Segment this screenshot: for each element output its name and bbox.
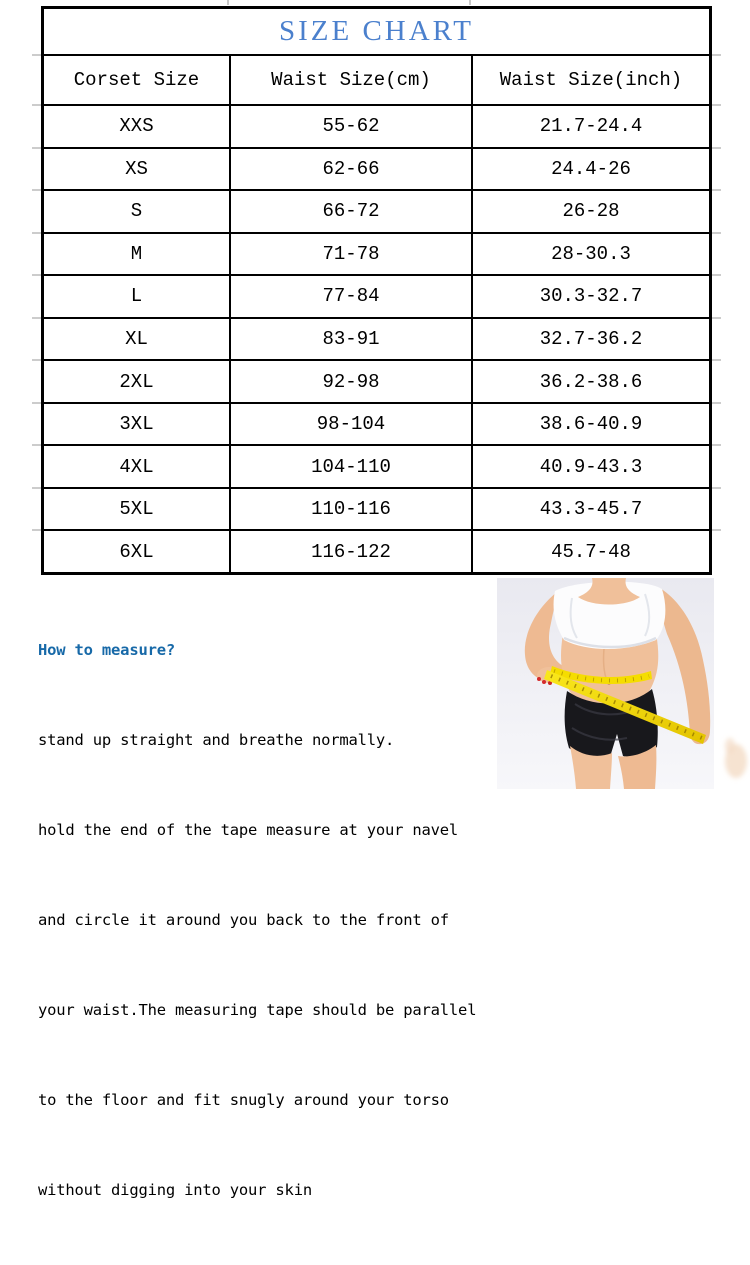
size-chart-table: SIZE CHART Corset Size Waist Size(cm) Wa… bbox=[32, 6, 721, 575]
table-row-4xl: 4XL 104-110 40.9-43.3 bbox=[32, 444, 721, 487]
column-header-waist-inch: Waist Size(inch) bbox=[471, 56, 709, 104]
cell-waist-cm: 62-66 bbox=[229, 148, 471, 190]
cell-corset-size: S bbox=[130, 200, 143, 223]
column-header-waist-cm: Waist Size(cm) bbox=[229, 56, 471, 104]
measure-instructions: How to measure? stand up straight and br… bbox=[38, 575, 498, 1265]
table-row-xl: XL 83-91 32.7-36.2 bbox=[32, 316, 721, 360]
table-row-xs: XS 62-66 24.4-26 bbox=[32, 146, 721, 190]
cell-waist-inch: 45.7-48 bbox=[471, 531, 709, 573]
right-arm bbox=[655, 588, 711, 745]
cell-waist-inch: 36.2-38.6 bbox=[471, 361, 709, 402]
tank-fold-shadow bbox=[569, 593, 651, 639]
table-header-row: Corset Size Waist Size(cm) Waist Size(in… bbox=[32, 54, 721, 104]
grid-tick bbox=[227, 0, 229, 5]
cell-waist-cm: 66-72 bbox=[229, 191, 471, 232]
cell-waist-inch: 38.6-40.9 bbox=[471, 403, 709, 445]
cell-corset-size: 5XL bbox=[119, 498, 154, 521]
blurred-hand bbox=[725, 738, 747, 778]
fingernail bbox=[548, 681, 552, 685]
size-chart-page: SIZE CHART Corset Size Waist Size(cm) Wa… bbox=[32, 0, 747, 1199]
cell-corset-size: M bbox=[130, 242, 143, 265]
cell-corset-size: 4XL bbox=[119, 455, 154, 478]
tape-waist-band bbox=[550, 666, 652, 685]
right-leg bbox=[618, 745, 657, 789]
table-row-6xl: 6XL 116-122 45.7-48 bbox=[32, 529, 721, 573]
grid-tick bbox=[469, 0, 471, 5]
measure-line-3: and circle it around you back to the fro… bbox=[38, 911, 449, 929]
cell-waist-inch: 21.7-24.4 bbox=[471, 106, 709, 147]
cell-waist-cm: 83-91 bbox=[229, 318, 471, 360]
cell-waist-cm: 104-110 bbox=[229, 446, 471, 487]
neck-chest bbox=[578, 578, 640, 605]
table-title-row: SIZE CHART bbox=[44, 9, 709, 54]
cell-waist-inch: 28-30.3 bbox=[471, 233, 709, 275]
cell-corset-size: L bbox=[130, 285, 143, 308]
left-arm bbox=[524, 592, 567, 683]
table-row-2xl: 2XL 92-98 36.2-38.6 bbox=[32, 359, 721, 402]
cell-waist-inch: 40.9-43.3 bbox=[471, 446, 709, 487]
measure-line-5: to the floor and fit snugly around your … bbox=[38, 1091, 449, 1109]
cell-corset-size: XXS bbox=[119, 115, 154, 138]
table-row-5xl: 5XL 110-116 43.3-45.7 bbox=[32, 486, 721, 530]
cell-waist-inch: 24.4-26 bbox=[471, 148, 709, 190]
cell-corset-size: XS bbox=[125, 157, 148, 180]
tank-hem-shadow bbox=[563, 636, 657, 649]
cell-waist-inch: 30.3-32.7 bbox=[471, 276, 709, 317]
cell-waist-cm: 55-62 bbox=[229, 106, 471, 147]
cell-waist-cm: 116-122 bbox=[229, 531, 471, 573]
table-row-l: L 77-84 30.3-32.7 bbox=[32, 274, 721, 317]
cell-waist-cm: 71-78 bbox=[229, 233, 471, 275]
table-row-3xl: 3XL 98-104 38.6-40.9 bbox=[32, 401, 721, 445]
cell-waist-cm: 77-84 bbox=[229, 276, 471, 317]
table-row-xxs: XXS 55-62 21.7-24.4 bbox=[32, 104, 721, 147]
tape-waist-marks bbox=[553, 669, 650, 683]
cell-corset-size: XL bbox=[125, 328, 148, 350]
tape-free-end-marks bbox=[550, 674, 703, 740]
tape-measure bbox=[544, 666, 706, 744]
cell-waist-cm: 92-98 bbox=[229, 361, 471, 402]
cell-corset-size: 2XL bbox=[119, 370, 154, 393]
fingernail bbox=[537, 677, 541, 681]
measuring-photo bbox=[497, 578, 747, 789]
measure-line-1: stand up straight and breathe normally. bbox=[38, 731, 395, 749]
measure-line-6: without digging into your skin bbox=[38, 1181, 312, 1199]
size-chart-title: SIZE CHART bbox=[278, 15, 474, 47]
measure-line-4: your waist.The measuring tape should be … bbox=[38, 1001, 477, 1019]
table-row-s: S 66-72 26-28 bbox=[32, 189, 721, 232]
column-header-corset-size: Corset Size bbox=[73, 69, 200, 91]
fingernail bbox=[542, 680, 546, 684]
tape-free-end bbox=[544, 670, 706, 744]
measure-heading: How to measure? bbox=[38, 641, 175, 659]
cell-waist-inch: 32.7-36.2 bbox=[471, 318, 709, 360]
cell-corset-size: 6XL bbox=[119, 540, 154, 563]
cell-waist-cm: 98-104 bbox=[229, 403, 471, 445]
cell-waist-cm: 110-116 bbox=[229, 488, 471, 530]
measure-line-2: hold the end of the tape measure at your… bbox=[38, 821, 459, 839]
table-row-m: M 71-78 28-30.3 bbox=[32, 231, 721, 275]
cell-corset-size: 3XL bbox=[119, 413, 154, 436]
cell-waist-inch: 43.3-45.7 bbox=[471, 488, 709, 530]
left-leg bbox=[570, 746, 612, 789]
cell-waist-inch: 26-28 bbox=[471, 191, 709, 232]
